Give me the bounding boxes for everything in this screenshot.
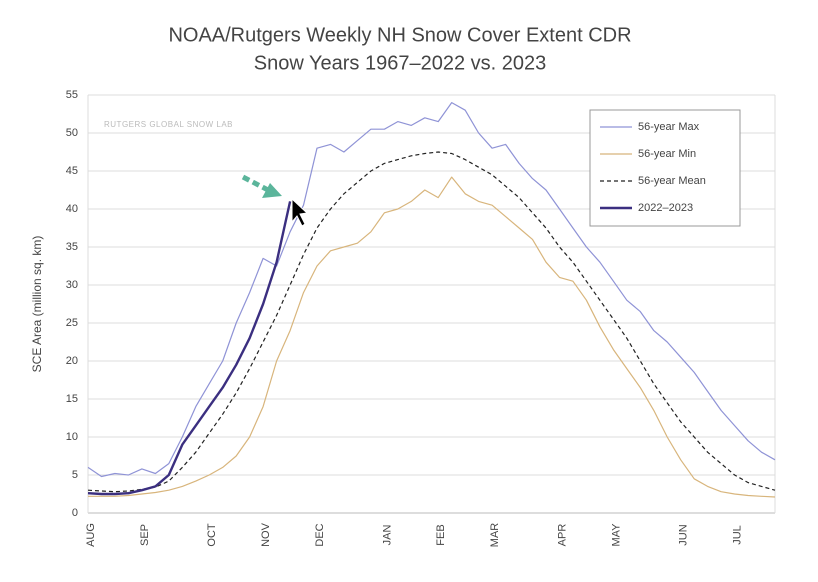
series-line — [87, 151, 776, 493]
y-tick-label: 30 — [66, 279, 78, 291]
annotation-arrow — [241, 174, 270, 193]
x-tick-label: JUN — [678, 524, 690, 545]
annotation-arrowhead — [262, 183, 282, 198]
legend-box — [589, 109, 741, 227]
plot-area: 0 5 10 15 20 25 30 35 40 45 50 55 AUG SEP OCT NOV DEC JAN… — [66, 89, 776, 548]
legend-label: 56-year Mean — [638, 175, 706, 187]
y-tick-label: 25 — [66, 317, 78, 329]
y-axis-label: SCE Area (million sq. km) — [30, 236, 44, 373]
x-tick-label: DEC — [314, 523, 326, 546]
x-tick-label: OCT — [206, 523, 218, 547]
y-tick-label: 10 — [66, 431, 78, 443]
x-tick-label: AUG — [85, 523, 97, 547]
cursor — [291, 197, 309, 227]
y-tick-label: 0 — [72, 507, 78, 519]
x-tick-label: NOV — [260, 522, 272, 547]
y-tick-label: 35 — [66, 241, 78, 253]
series-line — [87, 201, 292, 496]
y-tick-label: 20 — [66, 355, 78, 367]
legend-label: 2022–2023 — [638, 202, 693, 214]
y-tick-label: 15 — [66, 393, 78, 405]
y-tick-label: 45 — [66, 165, 78, 177]
y-tick-label: 50 — [66, 127, 78, 139]
chart-subtitle: Snow Years 1967–2022 vs. 2023 — [254, 52, 546, 74]
x-tick-label: SEP — [139, 524, 151, 546]
y-tick-label: 40 — [66, 203, 78, 215]
x-tick-label: FEB — [435, 524, 447, 545]
legend: 56-year Max 56-year Min 56-year Mean 2022–2… — [589, 109, 741, 227]
x-tick-label: JAN — [381, 525, 393, 546]
x-tick-label: MAY — [610, 523, 622, 547]
watermark: RUTGERS GLOBAL SNOW LAB — [104, 120, 233, 129]
series-line — [87, 102, 776, 478]
y-tick-label: 55 — [66, 89, 78, 101]
chart-title: NOAA/Rutgers Weekly NH Snow Cover Extent… — [168, 24, 631, 46]
x-tick-label: MAR — [489, 523, 501, 548]
x-tick-label: JUL — [731, 525, 743, 545]
legend-label: 56-year Max — [638, 121, 700, 133]
series-line — [88, 176, 776, 498]
x-tick-label: APR — [556, 524, 568, 547]
legend-label: 56-year Min — [638, 148, 696, 160]
y-tick-label: 5 — [72, 469, 78, 481]
